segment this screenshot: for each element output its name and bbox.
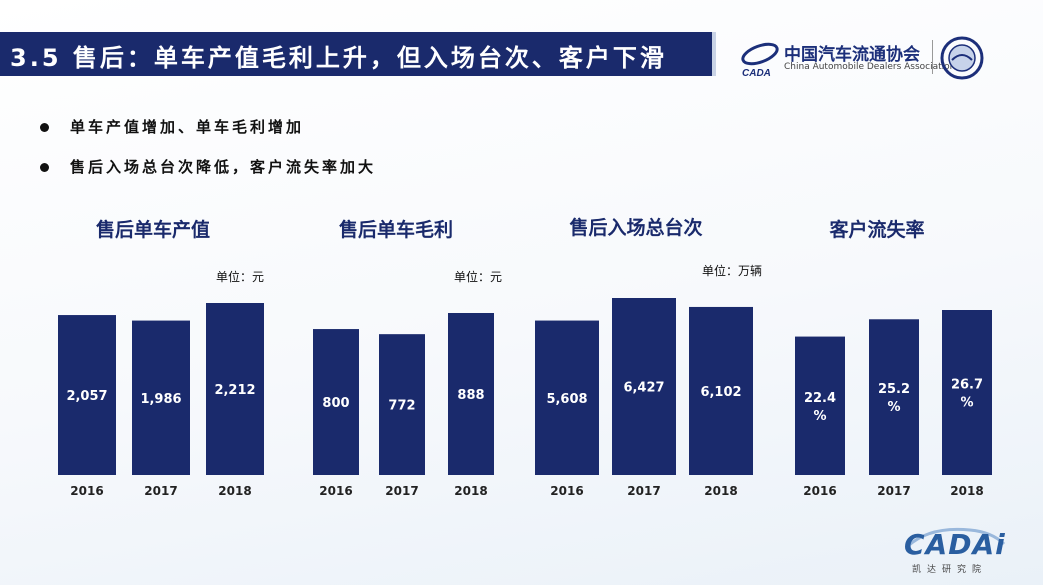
car-silhouette-icon — [906, 527, 1006, 548]
bar — [689, 306, 753, 475]
x-tick-label: 2017 — [144, 484, 177, 498]
bar-value-label: 1,986 — [140, 392, 181, 407]
bullet-dot-icon — [40, 123, 49, 132]
x-tick-label: 2016 — [550, 484, 583, 498]
bar-value-label: 888 — [457, 388, 484, 403]
x-tick-label: 2017 — [385, 484, 418, 498]
bullet-dot-icon — [40, 163, 49, 172]
cadai-logo: CADAi 凯达研究院 — [900, 524, 1010, 575]
cada-name-cn: 中国汽车流通协会 — [784, 45, 920, 65]
chart-title: 售后单车毛利 — [338, 218, 453, 241]
chart-unit-label: 单位：万辆 — [702, 263, 762, 278]
bar — [132, 320, 190, 475]
bar — [206, 303, 264, 475]
cada-mark-text: CADA — [742, 68, 771, 79]
bar — [448, 313, 494, 475]
association-seal-icon — [940, 36, 984, 80]
bar-value-label: 5,608 — [546, 392, 587, 407]
chart-title: 售后单车产值 — [95, 218, 210, 241]
x-tick-label: 2018 — [218, 484, 251, 498]
bar — [379, 334, 425, 475]
cada-logo: CADA 中国汽车流通协会 China Automobile Dealers A… — [738, 36, 1038, 80]
bar-value-label: 6,427 — [623, 381, 664, 396]
bar-value-label: 772 — [388, 399, 415, 414]
bullet-text: 单车产值增加、单车毛利增加 — [70, 118, 305, 136]
x-tick-label: 2018 — [454, 484, 487, 498]
cada-name-en: China Automobile Dealers Association — [784, 62, 956, 72]
bar — [795, 336, 845, 475]
slide-title: 3.5 售后：单车产值毛利上升，但入场台次、客户下滑 — [10, 44, 667, 72]
bar — [612, 298, 676, 475]
x-tick-label: 2017 — [877, 484, 910, 498]
bar — [58, 315, 116, 475]
bar — [313, 329, 359, 475]
bar-value-label: 800 — [322, 396, 349, 411]
bar-value-label: 26.7% — [951, 378, 983, 411]
cada-emblem-icon: CADA — [741, 42, 779, 79]
bar — [869, 319, 919, 475]
bullet-text: 售后入场总台次降低，客户流失率加大 — [70, 158, 377, 176]
cadai-wordmark: CADAi — [904, 528, 1006, 561]
bar-value-label: 22.4% — [804, 391, 836, 424]
x-tick-label: 2016 — [803, 484, 836, 498]
cadai-name-cn: 凯达研究院 — [912, 565, 988, 575]
chart-title: 客户流失率 — [829, 218, 924, 241]
chart-title: 售后入场总台次 — [568, 216, 702, 239]
x-tick-label: 2018 — [704, 484, 737, 498]
x-tick-label: 2018 — [950, 484, 983, 498]
logo-divider — [932, 40, 933, 74]
title-bar: 3.5 售后：单车产值毛利上升，但入场台次、客户下滑 — [0, 32, 716, 76]
x-tick-label: 2017 — [627, 484, 660, 498]
bar-value-label: 25.2% — [878, 382, 910, 415]
chart-unit-label: 单位：元 — [454, 269, 502, 284]
x-tick-label: 2016 — [319, 484, 352, 498]
bar-value-label: 2,212 — [214, 383, 255, 398]
bar — [535, 320, 599, 475]
x-tick-label: 2016 — [70, 484, 103, 498]
bar — [942, 310, 992, 475]
bar-value-label: 6,102 — [700, 385, 741, 400]
bar-value-label: 2,057 — [66, 389, 107, 404]
chart-unit-label: 单位：元 — [216, 269, 264, 284]
